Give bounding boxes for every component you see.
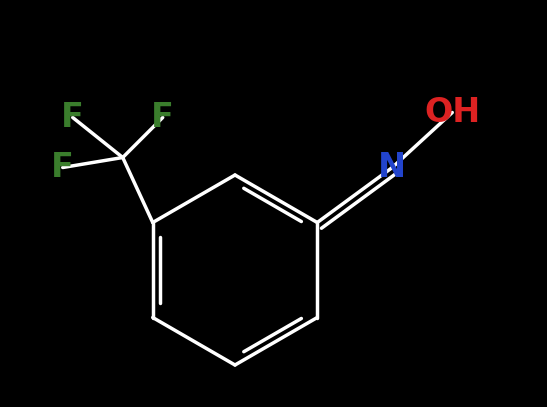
Text: F: F	[61, 101, 84, 134]
Text: F: F	[51, 151, 74, 184]
Text: OH: OH	[424, 96, 480, 129]
Text: N: N	[378, 151, 406, 184]
Text: F: F	[152, 101, 174, 134]
